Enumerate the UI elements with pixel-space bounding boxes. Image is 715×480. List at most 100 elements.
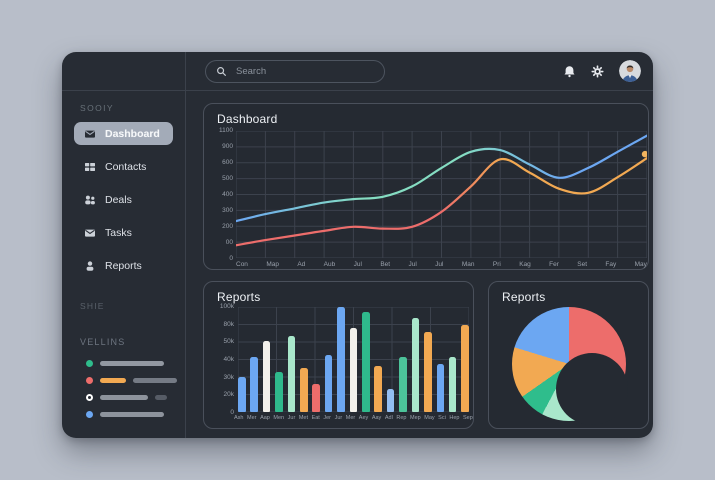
y-tick-label: 100k [219, 303, 234, 310]
series-b-line [234, 157, 649, 247]
search-box[interactable] [205, 60, 385, 83]
x-tick-label: Set [577, 261, 588, 268]
search-icon [217, 67, 226, 76]
bar [386, 388, 395, 412]
sidebar-section-label: SHIE [80, 301, 105, 311]
x-tick-label: Eat [311, 415, 320, 421]
bar [337, 307, 345, 412]
x-tick-label: Bet [380, 261, 391, 268]
x-tick-label: Pri [492, 261, 501, 268]
sidebar-section-label: VELLINS [80, 337, 126, 347]
x-tick-label: Ad [297, 261, 306, 268]
sidebar-item-reports[interactable]: Reports [74, 254, 173, 277]
x-tick-label: May [634, 261, 647, 268]
reports-bar-chart-panel: Reports 100k 80k 50k 40k 30k 20k 0 Ash Mer Aap Me… [203, 281, 474, 429]
people-icon [85, 195, 95, 204]
x-tick-label: Sep [463, 415, 473, 421]
line-chart-plot [234, 130, 649, 259]
bar [424, 332, 432, 412]
legend-dot [86, 394, 93, 401]
y-tick-label: 50k [223, 338, 234, 346]
panel-title: Dashboard [217, 112, 278, 126]
sidebar: SOOIY Dashboard Contacts [62, 52, 186, 438]
mail-icon [85, 130, 95, 138]
legend-bar [155, 395, 167, 400]
user-avatar[interactable] [619, 60, 641, 82]
mail-icon [85, 229, 95, 237]
sidebar-item-label: Deals [105, 193, 132, 206]
sidebar-item-dashboard[interactable]: Dashboard [74, 122, 173, 145]
x-tick-label: Kag [519, 261, 531, 268]
person-icon [86, 260, 94, 271]
x-tick-label: May [424, 415, 435, 421]
x-tick-label: Men [273, 415, 285, 421]
bar [374, 365, 382, 412]
search-input[interactable] [234, 65, 374, 78]
x-tick-label: Fay [605, 261, 617, 268]
y-tick-label: 80k [223, 320, 234, 328]
legend-dot [86, 411, 93, 418]
bar [250, 357, 258, 412]
y-tick-label: 1100 [219, 127, 233, 134]
x-tick-label: Jul [353, 261, 362, 268]
x-tick-label: Ash [234, 415, 244, 421]
x-tick-label: Met [298, 415, 309, 421]
sidebar-item-tasks[interactable]: Tasks [74, 221, 173, 244]
bar [300, 367, 308, 412]
bar-chart-plot [238, 307, 469, 412]
x-tick-label: Jer [323, 415, 332, 421]
sidebar-item-label: Reports [105, 259, 142, 272]
topbar [62, 52, 653, 91]
x-tick-label: Hep [449, 415, 460, 421]
panel-title: Reports [502, 290, 546, 304]
x-tick-label: Aap [260, 415, 270, 421]
y-tick-label: 30k [223, 373, 234, 381]
x-tick-label: Adl [384, 415, 393, 421]
dashboard-line-chart-panel: Dashboard 1100 900 600 500 400 300 200 00 0 Con M… [203, 103, 649, 270]
y-tick-label: 20k [223, 391, 234, 399]
bar [436, 363, 444, 412]
y-tick-label: 0 [229, 255, 233, 262]
donut-hole [556, 353, 628, 425]
y-tick-label: 40k [223, 355, 234, 363]
sidebar-item-deals[interactable]: Deals [74, 188, 173, 211]
y-tick-label: 500 [222, 175, 233, 182]
sidebar-item-label: Dashboard [105, 127, 160, 140]
grid-icon [85, 162, 95, 171]
gear-icon[interactable] [591, 65, 604, 78]
panel-title: Reports [217, 290, 261, 304]
x-tick-label: Map [266, 261, 279, 268]
bar [362, 312, 370, 412]
legend-bar [100, 378, 126, 383]
x-tick-label: Jur [334, 415, 343, 421]
y-tick-label: 00 [225, 239, 233, 246]
y-tick-label: 900 [222, 143, 233, 150]
donut-chart [512, 307, 628, 425]
sidebar-legend [62, 355, 185, 423]
line-end-dot [641, 150, 649, 158]
sidebar-item-label: Contacts [105, 160, 147, 173]
bar-chart-x-axis: Ash Mer Aap Men Jur Met Eat Jer Jur Mer Aey Aay Adl R… [234, 415, 473, 421]
bar [287, 336, 296, 412]
bar [461, 324, 469, 412]
x-tick-label: Aay [371, 415, 382, 421]
y-tick-label: 200 [222, 223, 233, 230]
series-a-line [234, 134, 649, 223]
reports-donut-chart-panel: Reports [488, 281, 649, 429]
bar [349, 328, 358, 412]
y-tick-label: 600 [222, 159, 233, 166]
y-tick-label: 300 [222, 207, 233, 214]
bar [275, 372, 283, 412]
avatar-image [619, 60, 641, 82]
x-tick-label: Con [236, 261, 248, 268]
x-tick-label: Jur [287, 415, 296, 421]
sidebar-item-contacts[interactable]: Contacts [74, 155, 173, 178]
line-chart-y-axis: 1100 900 600 500 400 300 200 00 0 [206, 127, 233, 262]
brand-label: SOOIY [80, 103, 114, 113]
x-tick-label: Man [461, 261, 475, 268]
bell-icon[interactable] [563, 65, 576, 78]
sidebar-item-label: Tasks [105, 226, 132, 239]
legend-dot [86, 360, 93, 367]
bar [399, 357, 407, 412]
